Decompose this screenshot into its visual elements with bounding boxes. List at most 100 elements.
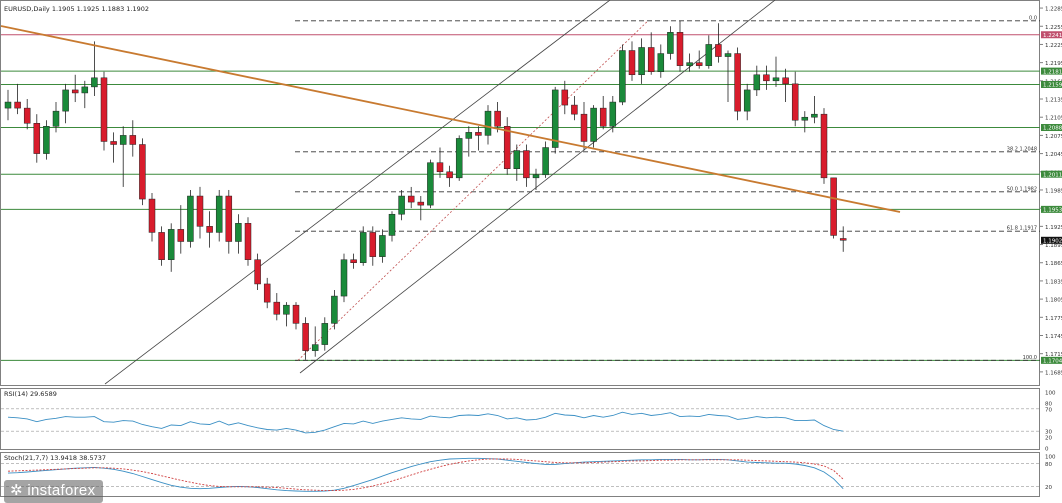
candle-body: [33, 123, 41, 154]
level-price-label: 1.2159: [1043, 83, 1062, 89]
candle-body: [599, 107, 607, 127]
candle-body: [513, 150, 521, 169]
candle-body: [167, 229, 175, 260]
current-price-tag: [1041, 236, 1062, 244]
candle-body: [551, 89, 559, 148]
candle-body: [715, 44, 722, 57]
candle-body: [839, 238, 847, 241]
fibonacci-level-label: 100.0: [1023, 355, 1037, 361]
candle-body: [71, 89, 79, 94]
candle-body: [244, 223, 252, 260]
stoch-title: Stoch(21,7,7) 13.9418 38.5737: [4, 454, 106, 462]
price-tick-label: 1.1745: [1045, 334, 1062, 340]
level-price-tag: [1041, 356, 1062, 364]
fibonacci-level-label: 38.2 1.2048: [1007, 146, 1037, 152]
candle-body: [801, 116, 809, 121]
candle-body: [340, 259, 348, 297]
candle-body: [148, 198, 156, 233]
candle-body: [14, 101, 21, 109]
oscillator-series-line: [7, 458, 844, 492]
candle-body: [465, 132, 473, 139]
oscillator-tick-label: 30: [1045, 430, 1052, 436]
candle-body: [782, 77, 789, 85]
candle-body: [734, 53, 741, 112]
level-price-tag: [1041, 31, 1062, 39]
candle-body: [359, 232, 367, 263]
candle-body: [398, 195, 405, 215]
oscillator-tick-label: 20: [1045, 485, 1052, 491]
candle-body: [388, 213, 396, 236]
fibonacci-level-label: 61.8 1.1917: [1007, 226, 1037, 232]
oscillator-tick-label: 100: [1045, 455, 1056, 461]
price-tick-label: 1.1895: [1045, 243, 1062, 249]
candle-body: [350, 259, 357, 263]
level-price-tag: [1041, 80, 1062, 88]
candle-body: [91, 77, 98, 88]
main-panel-frame: [0, 0, 1040, 386]
price-tick-label: 1.1715: [1045, 352, 1062, 358]
candle-body: [427, 162, 434, 206]
oscillator-series-line: [7, 411, 844, 434]
level-price-tag: [1041, 205, 1062, 213]
price-tick-label: 1.2105: [1045, 116, 1062, 122]
oscillator-tick-label: 80: [1045, 402, 1052, 408]
candle-body: [129, 135, 137, 145]
rsi-panel-frame: [0, 388, 1040, 450]
watermark-logo: ✲ instaforex: [4, 480, 104, 503]
candle-body: [273, 301, 281, 315]
channel-lower-line: [299, 0, 776, 374]
oscillator-tick-label: 80: [1045, 462, 1052, 468]
candle-body: [695, 62, 703, 66]
candle-body: [62, 89, 69, 112]
level-price-tag: [1041, 67, 1062, 75]
level-price-label: 1.2181: [1043, 69, 1062, 75]
candle-body: [705, 44, 713, 66]
candle-body: [331, 295, 338, 324]
candle-body: [52, 110, 60, 127]
oscillator-tick-label: 70: [1045, 407, 1052, 413]
candle-body: [475, 132, 482, 136]
candle-body: [283, 304, 290, 315]
candle-body: [590, 107, 597, 142]
price-tick-label: 1.1805: [1045, 298, 1062, 304]
candle-body: [206, 226, 213, 233]
candle-body: [119, 135, 127, 145]
candle-body: [484, 110, 492, 136]
candle-body: [100, 77, 108, 142]
candle-body: [235, 223, 242, 242]
candle-body: [254, 259, 261, 285]
candle-body: [657, 53, 665, 72]
price-tick-label: 1.2135: [1045, 98, 1062, 104]
current-price-label: 1.1902: [1043, 238, 1062, 244]
oscillator-tick-label: 20: [1045, 435, 1052, 441]
candle-body: [743, 89, 751, 112]
candle-body: [311, 344, 319, 351]
price-tick-label: 1.1925: [1045, 225, 1062, 231]
candle-body: [532, 174, 540, 179]
candle-body: [580, 113, 588, 142]
candle-body: [407, 195, 415, 203]
candle-body: [110, 141, 117, 145]
oscillator-tick-label: 0: [1045, 447, 1049, 453]
stoch-panel-frame: [0, 452, 1040, 497]
level-price-label: 1.2011: [1043, 172, 1062, 178]
candle-body: [417, 201, 425, 206]
price-tick-label: 1.1865: [1045, 261, 1062, 267]
candle-body: [676, 32, 684, 66]
candle-body: [724, 53, 732, 57]
level-price-label: 1.1704: [1043, 359, 1062, 365]
price-tick-label: 1.1685: [1045, 370, 1062, 376]
candle-body: [686, 62, 693, 66]
level-price-label: 1.1953: [1043, 208, 1062, 214]
descending-trendline: [0, 25, 901, 213]
candle-body: [791, 83, 799, 121]
price-tick-label: 1.2285: [1045, 7, 1062, 13]
level-price-tag: [1041, 170, 1062, 178]
candle-body: [571, 104, 578, 115]
level-price-tag: [1041, 124, 1062, 132]
price-tick-label: 1.2255: [1045, 25, 1062, 31]
candle-body: [158, 232, 165, 260]
candle-body: [638, 47, 645, 76]
